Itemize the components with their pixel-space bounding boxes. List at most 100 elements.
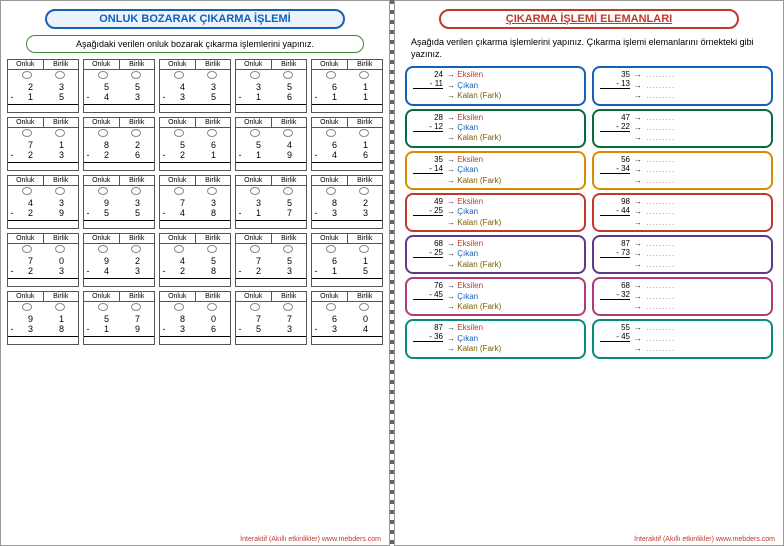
blank-label: .........: [634, 344, 765, 354]
result-line: [312, 162, 382, 170]
digit-ones: 6: [122, 150, 153, 160]
oval-icon: [98, 129, 108, 137]
card-result-blank: [413, 342, 443, 351]
card-calc: 6825: [413, 239, 443, 270]
digit-tens: 5: [243, 324, 274, 334]
card-calc: 6832: [600, 281, 630, 312]
header-birlik: Birlik: [120, 292, 155, 301]
header-birlik: Birlik: [272, 176, 307, 185]
subtraction-box: OnlukBirlik-3516: [235, 59, 307, 113]
digit-ones: 5: [274, 256, 305, 266]
digit-tens: 6: [319, 314, 350, 324]
header-onluk: Onluk: [8, 234, 44, 243]
digit-tens: 3: [167, 92, 198, 102]
blank-label: .........: [634, 281, 765, 291]
oval-icon: [131, 129, 141, 137]
header-birlik: Birlik: [120, 118, 155, 127]
header-onluk: Onluk: [160, 292, 196, 301]
oval-icon: [22, 129, 32, 137]
card-labels: EksilenÇıkanKalan (Fark): [443, 239, 578, 270]
card-result-blank: [600, 132, 630, 141]
card-labels: EksilenÇıkanKalan (Fark): [443, 323, 578, 354]
header-onluk: Onluk: [84, 118, 120, 127]
subtraction-box: OnlukBirlik-3517: [235, 175, 307, 229]
digit-ones: 5: [274, 198, 305, 208]
digit-tens: 2: [243, 266, 274, 276]
header-birlik: Birlik: [196, 292, 231, 301]
header-onluk: Onluk: [160, 60, 196, 69]
label-eksilen: Eksilen: [447, 70, 578, 80]
blank-label: .........: [634, 218, 765, 228]
oval-icon: [359, 187, 369, 195]
result-line: [8, 336, 78, 344]
header-birlik: Birlik: [196, 234, 231, 243]
oval-icon: [55, 129, 65, 137]
header-birlik: Birlik: [44, 234, 79, 243]
header-onluk: Onluk: [84, 234, 120, 243]
oval-icon: [326, 129, 336, 137]
oval-icon: [174, 187, 184, 195]
oval-icon: [207, 71, 217, 79]
card-row: 6825 EksilenÇıkanKalan (Fark)8773 ......…: [405, 235, 773, 274]
header-onluk: Onluk: [160, 176, 196, 185]
minuend: 49: [413, 197, 443, 206]
minuend: 68: [600, 281, 630, 290]
digit-tens: 3: [167, 324, 198, 334]
header-onluk: Onluk: [312, 292, 348, 301]
subtraction-box: OnlukBirlik-8233: [311, 175, 383, 229]
label-kalan: Kalan (Fark): [447, 218, 578, 228]
card-calc: 4722: [600, 113, 630, 144]
card-calc: 8736: [413, 323, 443, 354]
subtraction-card: 9844 ...........................: [592, 193, 773, 232]
digit-ones: 1: [350, 140, 381, 150]
card-calc: 3513: [600, 70, 630, 101]
label-eksilen: Eksilen: [447, 239, 578, 249]
digit-tens: 1: [319, 266, 350, 276]
label-kalan: Kalan (Fark): [447, 91, 578, 101]
minuend: 87: [413, 323, 443, 332]
digit-tens: 2: [15, 266, 46, 276]
digit-tens: 3: [319, 324, 350, 334]
digit-ones: 6: [350, 150, 381, 160]
digit-tens: 2: [15, 150, 46, 160]
result-line: [160, 162, 230, 170]
digit-tens: 4: [319, 150, 350, 160]
result-line: [236, 104, 306, 112]
digit-tens: 1: [243, 208, 274, 218]
digit-tens: 2: [15, 208, 46, 218]
subtraction-box: OnlukBirlik-6111: [311, 59, 383, 113]
digit-tens: 6: [319, 140, 350, 150]
subtraction-box: OnlukBirlik-7123: [7, 117, 79, 171]
card-labels: EksilenÇıkanKalan (Fark): [443, 113, 578, 144]
digit-ones: 3: [46, 198, 77, 208]
digit-ones: 4: [274, 140, 305, 150]
digit-ones: 5: [122, 82, 153, 92]
digit-ones: 3: [198, 198, 229, 208]
digit-tens: 6: [319, 82, 350, 92]
digit-ones: 0: [46, 256, 77, 266]
card-labels: EksilenÇıkanKalan (Fark): [443, 155, 578, 186]
oval-icon: [22, 187, 32, 195]
subtraction-card: 7645 EksilenÇıkanKalan (Fark): [405, 277, 586, 316]
label-eksilen: Eksilen: [447, 323, 578, 333]
subtraction-box: OnlukBirlik-5419: [235, 117, 307, 171]
subtraction-card: 6825 EksilenÇıkanKalan (Fark): [405, 235, 586, 274]
digit-tens: 4: [15, 198, 46, 208]
oval-icon: [131, 187, 141, 195]
subtrahend: 73: [600, 248, 630, 258]
subtraction-card: 4925 EksilenÇıkanKalan (Fark): [405, 193, 586, 232]
subtraction-card: 5545 ...........................: [592, 319, 773, 358]
digit-ones: 3: [46, 266, 77, 276]
result-line: [8, 220, 78, 228]
subtraction-box: OnlukBirlik-7753: [235, 291, 307, 345]
minuend: 35: [600, 70, 630, 79]
result-line: [312, 104, 382, 112]
page1-instruction: Aşağıdaki verilen onluk bozarak çıkarma …: [26, 35, 364, 53]
subtrahend: 13: [600, 79, 630, 89]
digit-tens: 5: [167, 140, 198, 150]
subtraction-box: OnlukBirlik-9355: [83, 175, 155, 229]
blank-label: .........: [634, 197, 765, 207]
subtraction-box: OnlukBirlik-7348: [159, 175, 231, 229]
oval-icon: [250, 71, 260, 79]
header-onluk: Onluk: [236, 176, 272, 185]
